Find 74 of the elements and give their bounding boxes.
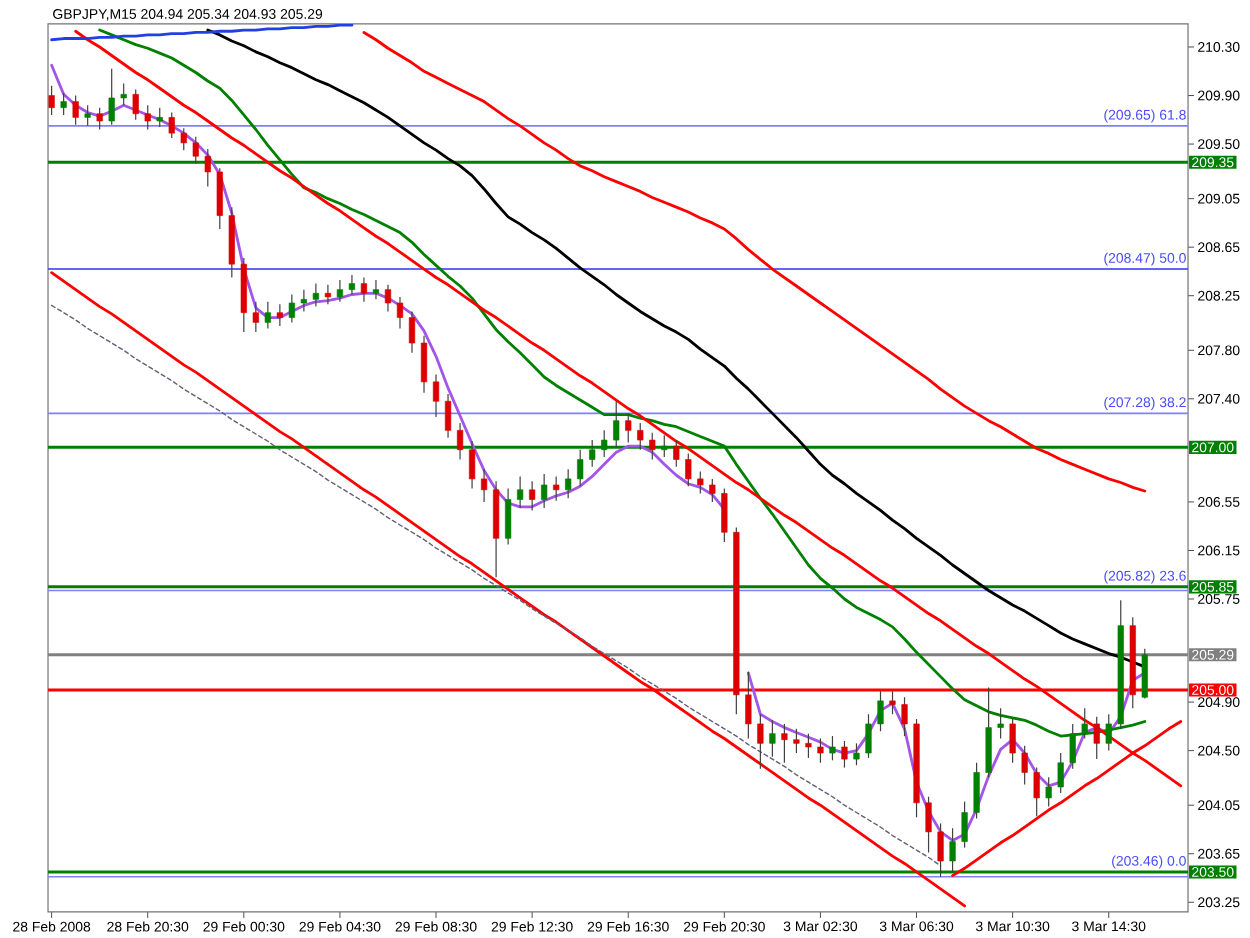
candlestick	[757, 713, 764, 770]
candlestick	[180, 127, 187, 151]
candlestick	[216, 167, 223, 230]
candlestick	[372, 279, 380, 300]
candlestick	[1045, 776, 1052, 808]
candlestick	[456, 422, 464, 461]
candlestick	[204, 148, 211, 188]
candlestick	[432, 373, 440, 418]
candlestick	[132, 88, 139, 121]
candlestick	[72, 94, 79, 126]
candlestick	[384, 284, 392, 313]
candlestick	[168, 111, 175, 139]
candlestick	[865, 713, 872, 759]
candlestick	[961, 800, 968, 849]
candlestick	[144, 104, 151, 131]
candlestick	[480, 468, 488, 503]
candlestick	[541, 473, 548, 509]
candlestick	[877, 690, 884, 732]
candlestick	[1057, 752, 1064, 794]
candlestick	[396, 296, 404, 330]
candlestick	[673, 439, 680, 468]
candlestick	[360, 276, 368, 303]
candlestick	[937, 822, 944, 878]
candlestick	[829, 735, 836, 761]
candlestick	[685, 452, 692, 487]
candlestick	[300, 289, 307, 313]
candlestick	[517, 475, 524, 509]
candlestick	[96, 107, 103, 131]
candlestick	[505, 487, 512, 545]
candlestick	[312, 282, 319, 308]
candlestick	[156, 107, 163, 128]
candlestick	[709, 478, 716, 503]
candlestick	[288, 293, 295, 323]
candlestick	[769, 719, 776, 758]
candlestick	[408, 310, 416, 354]
candlestick	[565, 468, 572, 499]
candlestick	[553, 475, 560, 502]
candlestick	[84, 104, 91, 127]
candlestick	[925, 796, 932, 854]
candlestick	[745, 671, 752, 740]
candlestick	[192, 136, 199, 165]
candlestick	[48, 85, 55, 116]
candlestick	[1009, 718, 1016, 764]
candlestick	[276, 303, 283, 327]
candlestick	[793, 728, 800, 754]
candlestick	[889, 690, 896, 715]
candlestick	[1033, 767, 1040, 817]
candlestick	[841, 740, 848, 769]
candlestick	[529, 480, 536, 512]
candlestick	[637, 422, 644, 451]
candlestick	[108, 68, 115, 126]
candlestick	[697, 471, 704, 495]
candlestick	[252, 301, 259, 333]
candlestick	[781, 723, 788, 764]
candlestick	[817, 737, 824, 764]
candlestick	[1093, 716, 1100, 760]
candlestick	[1141, 648, 1148, 700]
candlestick	[60, 92, 67, 116]
candlestick	[853, 742, 860, 766]
candlestick	[336, 279, 344, 303]
candlestick	[420, 335, 428, 394]
candlestick	[120, 82, 127, 106]
candlestick	[805, 733, 812, 759]
candlestick	[444, 393, 452, 439]
candlestick	[264, 301, 271, 330]
candlestick	[348, 274, 356, 296]
candlestick	[324, 284, 332, 305]
candlestick	[721, 487, 728, 543]
candlestick	[973, 762, 980, 820]
candlestick	[468, 440, 476, 490]
candlestick	[649, 432, 656, 461]
candlestick	[1021, 745, 1028, 786]
candlestick	[625, 412, 632, 444]
candlestick	[901, 696, 908, 737]
